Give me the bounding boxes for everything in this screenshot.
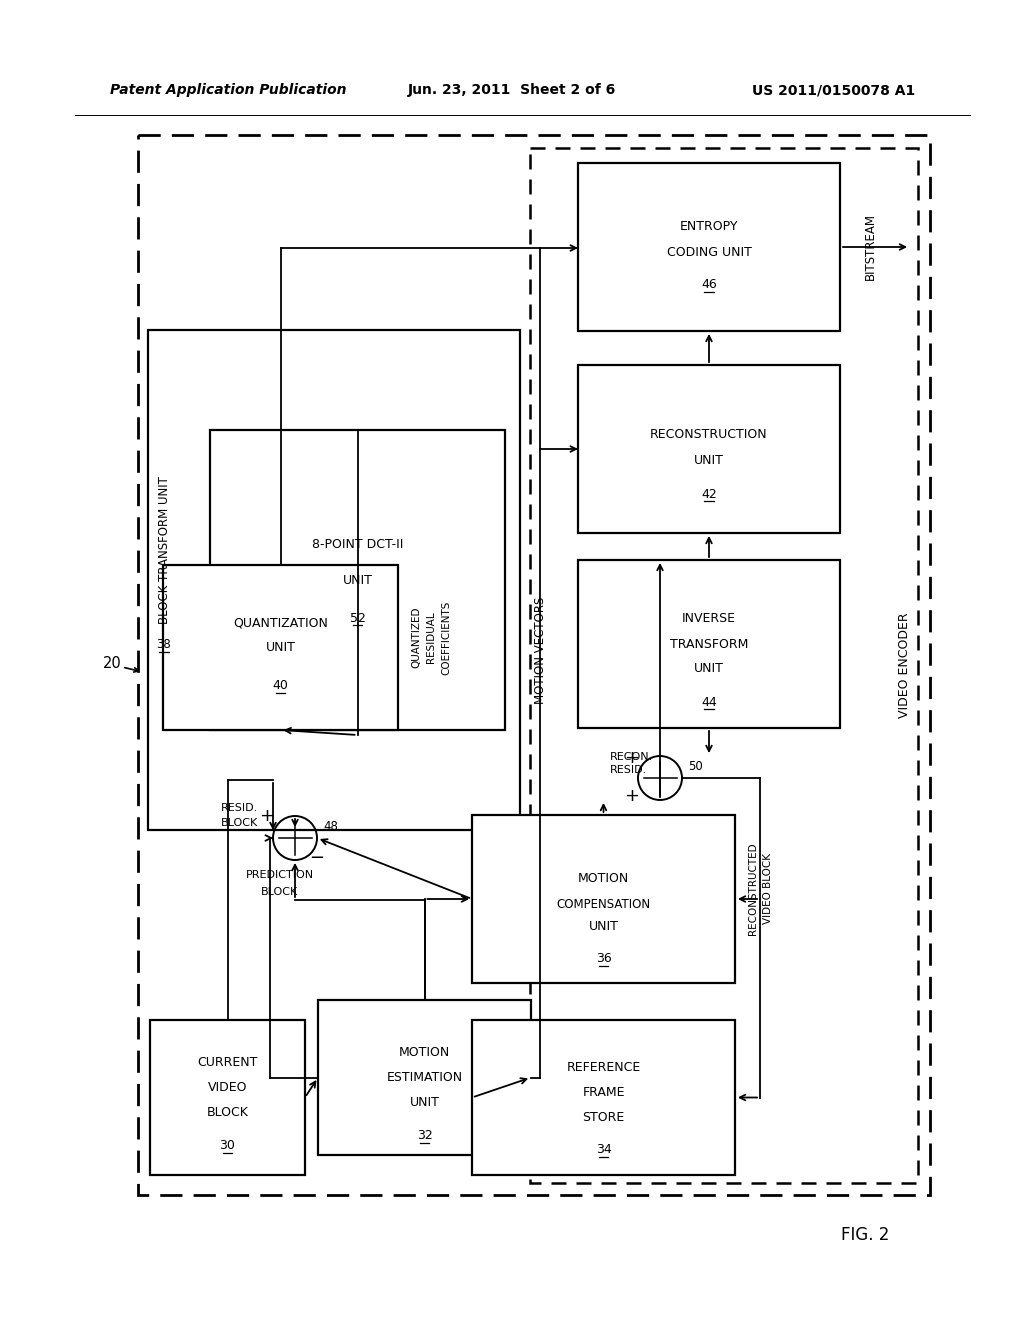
Text: UNIT: UNIT xyxy=(410,1096,439,1109)
Text: QUANTIZED: QUANTIZED xyxy=(411,607,421,668)
Text: COEFFICIENTS: COEFFICIENTS xyxy=(441,601,451,675)
Text: 50: 50 xyxy=(688,759,702,772)
Bar xyxy=(578,560,840,729)
Text: BLOCK TRANSFORM UNIT: BLOCK TRANSFORM UNIT xyxy=(158,477,171,624)
Bar xyxy=(578,162,840,331)
Text: QUANTIZATION: QUANTIZATION xyxy=(233,616,328,630)
Text: PREDICTION: PREDICTION xyxy=(246,870,314,880)
Text: +: + xyxy=(259,807,274,825)
Text: Patent Application Publication: Patent Application Publication xyxy=(110,83,346,96)
Text: INVERSE: INVERSE xyxy=(682,612,736,626)
Text: MOTION: MOTION xyxy=(578,873,629,886)
Text: +: + xyxy=(625,748,640,767)
Text: UNIT: UNIT xyxy=(589,920,618,933)
Text: BLOCK: BLOCK xyxy=(207,1106,249,1119)
Text: REFERENCE: REFERENCE xyxy=(566,1061,641,1074)
Text: Jun. 23, 2011  Sheet 2 of 6: Jun. 23, 2011 Sheet 2 of 6 xyxy=(408,83,616,96)
Text: ESTIMATION: ESTIMATION xyxy=(386,1071,463,1084)
Text: 20: 20 xyxy=(102,656,122,671)
Text: 34: 34 xyxy=(596,1143,611,1156)
Text: 52: 52 xyxy=(349,611,366,624)
Text: BLOCK: BLOCK xyxy=(221,818,259,828)
Text: +: + xyxy=(625,787,640,805)
Text: STORE: STORE xyxy=(583,1111,625,1125)
Text: UNIT: UNIT xyxy=(694,454,724,467)
Bar xyxy=(472,1020,735,1175)
Text: 46: 46 xyxy=(701,279,717,292)
Text: RESIDUAL: RESIDUAL xyxy=(426,611,436,664)
Text: BLOCK: BLOCK xyxy=(261,887,299,898)
Bar xyxy=(148,330,520,830)
Text: RESID.: RESID. xyxy=(221,803,259,813)
Text: MOTION: MOTION xyxy=(399,1045,451,1059)
Bar xyxy=(163,565,398,730)
Text: VIDEO BLOCK: VIDEO BLOCK xyxy=(763,854,773,924)
Text: MOTION VECTORS: MOTION VECTORS xyxy=(534,597,547,704)
Text: TRANSFORM: TRANSFORM xyxy=(670,638,749,651)
Text: UNIT: UNIT xyxy=(694,663,724,676)
Bar xyxy=(472,814,735,983)
Text: 36: 36 xyxy=(596,953,611,965)
Text: 30: 30 xyxy=(219,1139,236,1152)
Text: CODING UNIT: CODING UNIT xyxy=(667,246,752,259)
Text: RECONSTRUCTED: RECONSTRUCTED xyxy=(748,842,758,936)
Text: RECON.: RECON. xyxy=(610,752,653,762)
Bar xyxy=(318,1001,531,1155)
Text: FRAME: FRAME xyxy=(583,1086,625,1100)
Text: UNIT: UNIT xyxy=(343,573,373,586)
Text: −: − xyxy=(309,849,325,867)
Text: 8-POINT DCT-II: 8-POINT DCT-II xyxy=(312,539,403,552)
Bar xyxy=(578,366,840,533)
Text: CURRENT: CURRENT xyxy=(198,1056,258,1069)
Text: COMPENSATION: COMPENSATION xyxy=(556,898,650,911)
Bar xyxy=(138,135,930,1195)
Text: ENTROPY: ENTROPY xyxy=(680,220,738,234)
Bar xyxy=(210,430,505,730)
Text: UNIT: UNIT xyxy=(265,642,296,653)
Text: US 2011/0150078 A1: US 2011/0150078 A1 xyxy=(752,83,915,96)
Text: VIDEO ENCODER: VIDEO ENCODER xyxy=(897,612,910,718)
Text: VIDEO: VIDEO xyxy=(208,1081,247,1094)
Bar xyxy=(530,148,918,1183)
Text: 48: 48 xyxy=(323,820,338,833)
Text: FIG. 2: FIG. 2 xyxy=(841,1226,889,1243)
Bar xyxy=(150,1020,305,1175)
Text: RECONSTRUCTION: RECONSTRUCTION xyxy=(650,428,768,441)
Text: RESID.: RESID. xyxy=(610,766,647,775)
Text: BITSTREAM: BITSTREAM xyxy=(863,214,877,281)
Text: 32: 32 xyxy=(417,1129,432,1142)
Text: 42: 42 xyxy=(701,487,717,500)
Text: 38: 38 xyxy=(157,639,171,652)
Text: 44: 44 xyxy=(701,696,717,709)
Text: 40: 40 xyxy=(272,678,289,692)
